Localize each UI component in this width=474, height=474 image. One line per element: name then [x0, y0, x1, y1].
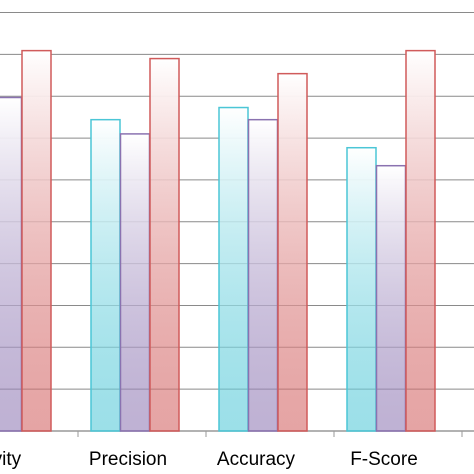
bar	[149, 57, 180, 432]
bar	[21, 49, 52, 432]
bar	[277, 72, 308, 432]
bar	[247, 118, 279, 432]
x-tick-label: F-Score	[350, 449, 418, 470]
x-tick-label: Precision	[89, 449, 167, 470]
bar	[119, 133, 151, 432]
x-tick-label: Accuracy	[217, 449, 296, 470]
bar	[405, 49, 436, 432]
bar	[218, 106, 249, 432]
bar	[0, 96, 23, 432]
bar	[346, 146, 377, 432]
x-tick-label: itivity	[0, 449, 22, 470]
bar	[375, 164, 407, 432]
bar	[90, 118, 121, 432]
